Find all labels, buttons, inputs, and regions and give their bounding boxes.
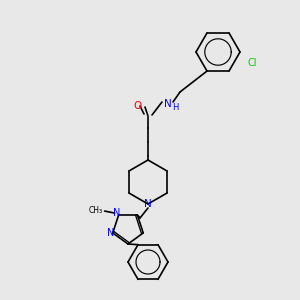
Text: N: N: [107, 228, 115, 238]
Text: CH₃: CH₃: [88, 206, 103, 214]
Text: H: H: [172, 103, 178, 112]
Text: N: N: [164, 99, 172, 109]
Text: N: N: [144, 199, 152, 209]
Text: O: O: [134, 101, 142, 111]
Text: N: N: [113, 208, 120, 218]
Text: Cl: Cl: [248, 58, 257, 68]
